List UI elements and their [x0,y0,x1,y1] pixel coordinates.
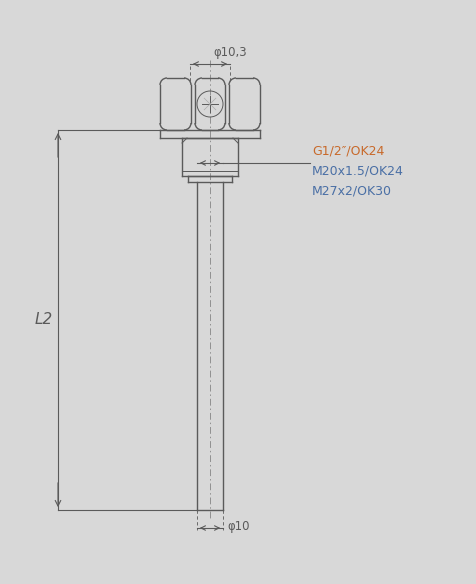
Text: M27x2/OK30: M27x2/OK30 [311,185,391,197]
Text: G1/2″/OK24: G1/2″/OK24 [311,144,384,158]
Text: φ10: φ10 [227,520,249,534]
Text: L2: L2 [35,312,53,328]
Text: M20x1.5/OK24: M20x1.5/OK24 [311,165,403,178]
Text: φ10,3: φ10,3 [213,46,246,59]
